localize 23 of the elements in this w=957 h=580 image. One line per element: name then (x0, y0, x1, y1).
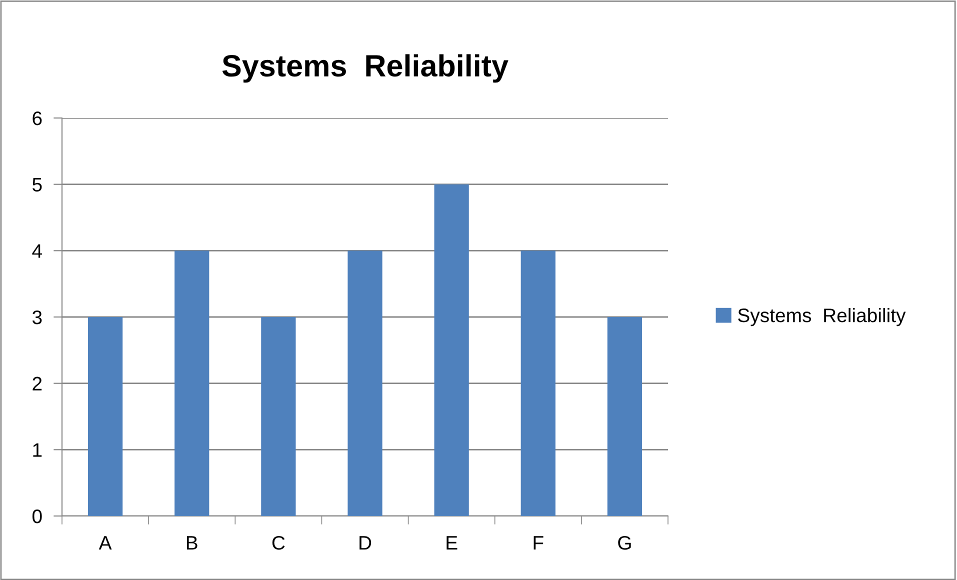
y-tick-label: 0 (32, 509, 42, 524)
bar (261, 317, 296, 516)
bar (174, 250, 210, 516)
x-tick-label: B (186, 536, 198, 550)
y-tick-label: 4 (32, 244, 42, 258)
y-tick-label: 3 (32, 310, 42, 324)
x-tick-label: D (360, 536, 372, 550)
chart-title: Systems Reliability (222, 54, 508, 83)
y-tick-label: 1 (33, 443, 42, 457)
legend-label: Systems Reliability (738, 308, 906, 326)
x-tick-label: F (534, 536, 544, 550)
bar (434, 184, 469, 516)
y-tick-label: 2 (32, 376, 42, 390)
x-tick-label: G (618, 536, 631, 550)
y-tick-label: 6 (32, 111, 42, 126)
bar (520, 250, 556, 516)
bar (348, 250, 382, 516)
bar (88, 317, 123, 516)
x-tick-label: C (272, 536, 285, 550)
x-tick-label: E (446, 536, 458, 550)
x-tick-label: A (98, 536, 112, 550)
y-tick-label: 5 (32, 178, 42, 192)
bar (607, 317, 642, 516)
